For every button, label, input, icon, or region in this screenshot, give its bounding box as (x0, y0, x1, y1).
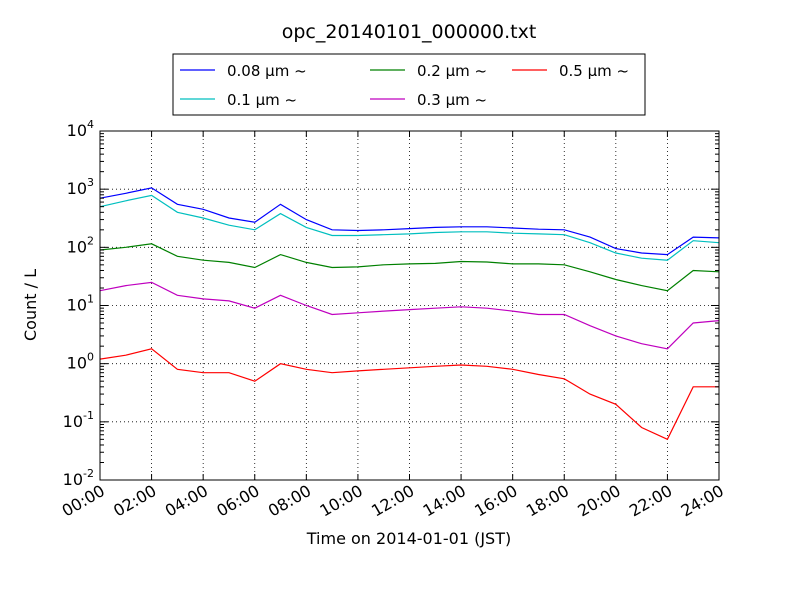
series-line-3 (99, 281, 720, 350)
x-tick-label: 16:00 (471, 481, 520, 521)
y-tick-label: 100 (67, 351, 94, 373)
y-tick-label: 103 (67, 176, 94, 198)
series-line-4 (99, 348, 719, 441)
legend-box (172, 53, 646, 116)
y-tick-label: 104 (67, 118, 94, 140)
legend-label: 0.5 µm ~ (559, 62, 629, 80)
x-tick-label: 24:00 (678, 481, 727, 521)
x-tick-label: 18:00 (523, 481, 572, 521)
x-tick-label: 02:00 (110, 481, 159, 521)
legend-label: 0.2 µm ~ (417, 62, 487, 80)
x-axis-label: Time on 2014-01-01 (JST) (306, 529, 511, 548)
x-tick-label: 20:00 (574, 481, 623, 521)
grid (100, 131, 719, 480)
legend-label: 0.08 µm ~ (227, 62, 307, 80)
y-tick-label: 102 (67, 234, 94, 256)
legend-label: 0.3 µm ~ (417, 91, 487, 109)
y-tick-label: 101 (67, 293, 94, 315)
x-tick-label: 04:00 (162, 481, 211, 521)
x-tick-label: 14:00 (420, 481, 469, 521)
x-tick-labels: 00:00 02:00 04:00 06:00 08:00 10:00 12:00 14:00… (59, 481, 727, 521)
x-tick-label: 22:00 (626, 481, 675, 521)
x-tick-label: 08:00 (265, 481, 314, 521)
series-line-2 (99, 243, 720, 292)
y-tick-label: 10-1 (63, 409, 94, 431)
series-line-0 (99, 187, 720, 256)
x-tick-label: 12:00 (368, 481, 417, 521)
legend-label: 0.1 µm ~ (227, 91, 297, 109)
legend: 0.08 µm ~ 0.1 µm ~ 0.2 µm ~ 0.3 µm ~ 0.5 µm … (172, 53, 646, 116)
x-tick-label: 10:00 (316, 481, 365, 521)
y-axis-label: Count / L (21, 269, 40, 341)
series-lines (99, 187, 720, 441)
chart-title: opc_20140101_000000.txt (282, 21, 537, 43)
y-tick-labels: 10-2 10-1 100 101 102 103 104 (63, 118, 94, 489)
axis-ticks (99, 130, 720, 481)
y-tick-label: 10-2 (63, 467, 94, 489)
x-tick-label: 06:00 (213, 481, 262, 521)
series-line-1 (99, 194, 720, 261)
